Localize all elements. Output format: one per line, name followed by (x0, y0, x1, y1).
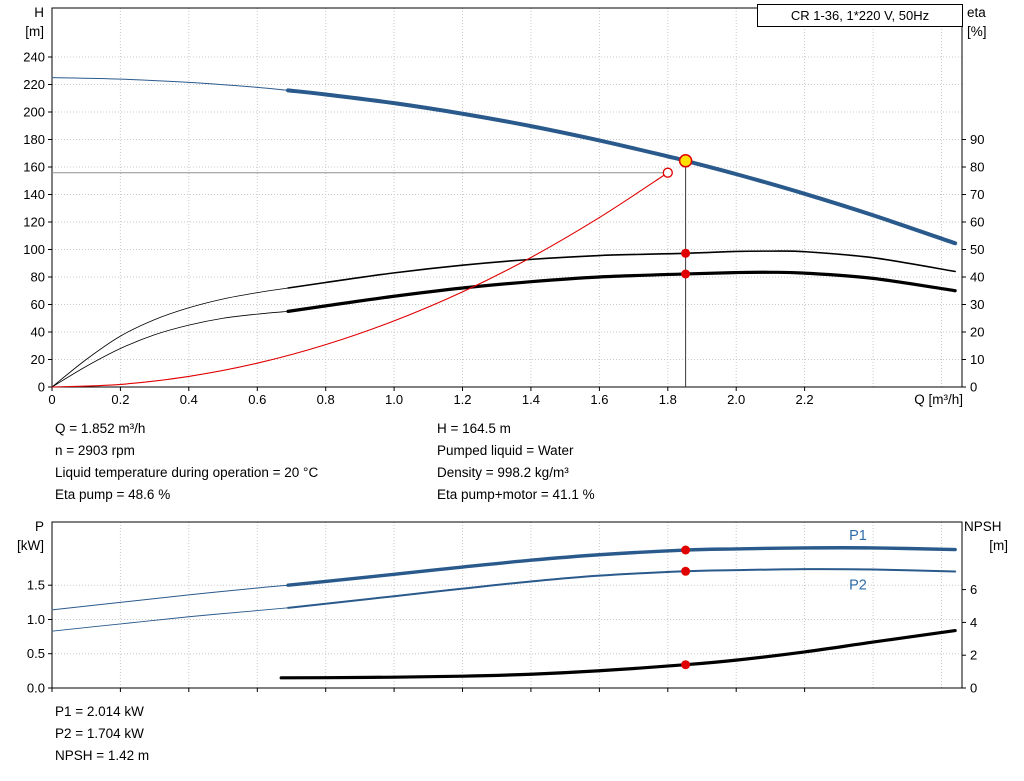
info-density: Density = 998.2 kg/m³ (437, 465, 569, 480)
eta-axis-title: eta (967, 5, 986, 20)
y-left-tick-label: 200 (23, 105, 45, 120)
plot-frame (51, 7, 963, 388)
x-tick-label: 1.6 (590, 392, 608, 407)
series-label-P1: P1 (849, 528, 867, 544)
info-liquid-temperature: Liquid temperature during operation = 20… (55, 465, 319, 480)
info-p2: P2 = 1.704 kW (55, 726, 144, 741)
y-left-tick-label: 140 (23, 187, 45, 202)
y-right-tick-label: 2 (970, 648, 977, 663)
h-axis-unit: [m] (25, 24, 44, 39)
y-left-tick-label: 1.5 (27, 578, 45, 593)
y-right-tick-label: 90 (970, 132, 984, 147)
x-tick-label: 1.8 (659, 392, 677, 407)
y-left-tick-label: 240 (23, 50, 45, 65)
actual-duty-point[interactable] (678, 154, 693, 168)
y-right-tick-label: 6 (970, 582, 977, 597)
x-tick-label: 0.8 (317, 392, 335, 407)
y-left-tick-label: 0.0 (27, 681, 45, 696)
eta-pump-duty-dot (681, 248, 691, 258)
y-right-tick-label: 0 (970, 681, 977, 696)
series-eta-pump-motor (286, 270, 957, 313)
y-right-tick-label: 50 (970, 242, 984, 257)
eta-pump-motor-duty-dot (681, 269, 691, 279)
p1-duty-dot (681, 545, 691, 555)
y-right-tick-label: 60 (970, 215, 984, 230)
y-left-tick-label: 0.5 (27, 646, 45, 661)
x-tick-label: 0.2 (111, 392, 129, 407)
y-left-tick-label: 60 (31, 297, 45, 312)
y-left-tick-label: 160 (23, 160, 45, 175)
series-qh-curve (286, 88, 958, 246)
npsh-axis-title: NPSH (964, 519, 1002, 534)
series-qh-curve-thin (51, 77, 289, 91)
x-tick-label: 0.6 (248, 392, 266, 407)
series-eta-pump-thin (51, 287, 289, 388)
qh-eta-chart[interactable]: 0 0.2 0.4 0.6 0.8 1.0 1.2 1.4 1.6 1.8 2.0 2.2 0 20 40 6… (23, 7, 984, 407)
x-tick-label: 1.4 (522, 392, 540, 407)
info-npsh: NPSH = 1.42 m (55, 748, 150, 763)
h-axis-title: H (34, 5, 44, 20)
x-tick-label: 2.0 (727, 392, 745, 407)
y-right-tick-label: 10 (970, 352, 984, 367)
info-flow: Q = 1.852 m³/h (55, 421, 146, 436)
y-left-tick-label: 120 (23, 215, 45, 230)
y-right-tick-label: 80 (970, 160, 984, 175)
y-right-tick-label: 20 (970, 325, 984, 340)
info-eta-pump-motor: Eta pump+motor = 41.1 % (437, 487, 595, 502)
x-tick-label: 1.2 (453, 392, 471, 407)
series-system-curve (51, 172, 669, 388)
requested-duty-point[interactable] (662, 167, 673, 178)
series-p1-thin (51, 584, 289, 611)
x-tick-label: 2.2 (796, 392, 814, 407)
info-pumped-liquid: Pumped liquid = Water (437, 443, 574, 458)
y-right-tick-label: 0 (970, 380, 977, 395)
x-tick-label: 0.4 (180, 392, 198, 407)
p-axis-title: P (34, 519, 44, 534)
info-head: H = 164.5 m (437, 421, 511, 436)
series-eta-pump-motor-thin (51, 310, 289, 388)
info-p1: P1 = 2.014 kW (55, 704, 144, 719)
x-tick-label: 1.0 (385, 392, 403, 407)
y-left-tick-label: 180 (23, 132, 45, 147)
power-npsh-chart[interactable]: 0.0 0.5 1.0 1.5 0 2 4 6 P1 P2 (27, 521, 977, 696)
series-npsh (279, 628, 957, 680)
series-label-P2: P2 (849, 577, 867, 593)
p-axis-unit: [kW] (17, 538, 44, 553)
plot-frame (51, 521, 963, 689)
y-left-tick-label: 80 (31, 270, 45, 285)
series-p2 (287, 568, 957, 609)
x-tick-label: 0 (48, 392, 55, 407)
y-left-tick-label: 1.0 (27, 612, 45, 627)
series-eta-pump (287, 250, 956, 289)
y-left-tick-label: 20 (31, 352, 45, 367)
y-right-tick-label: 30 (970, 297, 984, 312)
y-left-tick-label: 220 (23, 77, 45, 92)
npsh-duty-dot (681, 660, 691, 670)
p2-duty-dot (681, 566, 691, 576)
npsh-axis-unit: [m] (989, 538, 1008, 553)
pump-title-box: CR 1-36, 1*220 V, 50Hz (757, 4, 963, 27)
series-p1 (286, 546, 957, 587)
y-left-tick-label: 0 (38, 380, 45, 395)
y-right-tick-label: 4 (970, 615, 977, 630)
info-eta-pump: Eta pump = 48.6 % (55, 487, 171, 502)
y-left-tick-label: 100 (23, 242, 45, 257)
y-left-tick-label: 40 (31, 325, 45, 340)
info-speed: n = 2903 rpm (55, 443, 135, 458)
eta-axis-unit: [%] (967, 24, 987, 39)
y-right-tick-label: 40 (970, 270, 984, 285)
series-p2-thin (51, 607, 289, 632)
q-axis-title: Q [m³/h] (914, 392, 963, 407)
y-right-tick-label: 70 (970, 187, 984, 202)
